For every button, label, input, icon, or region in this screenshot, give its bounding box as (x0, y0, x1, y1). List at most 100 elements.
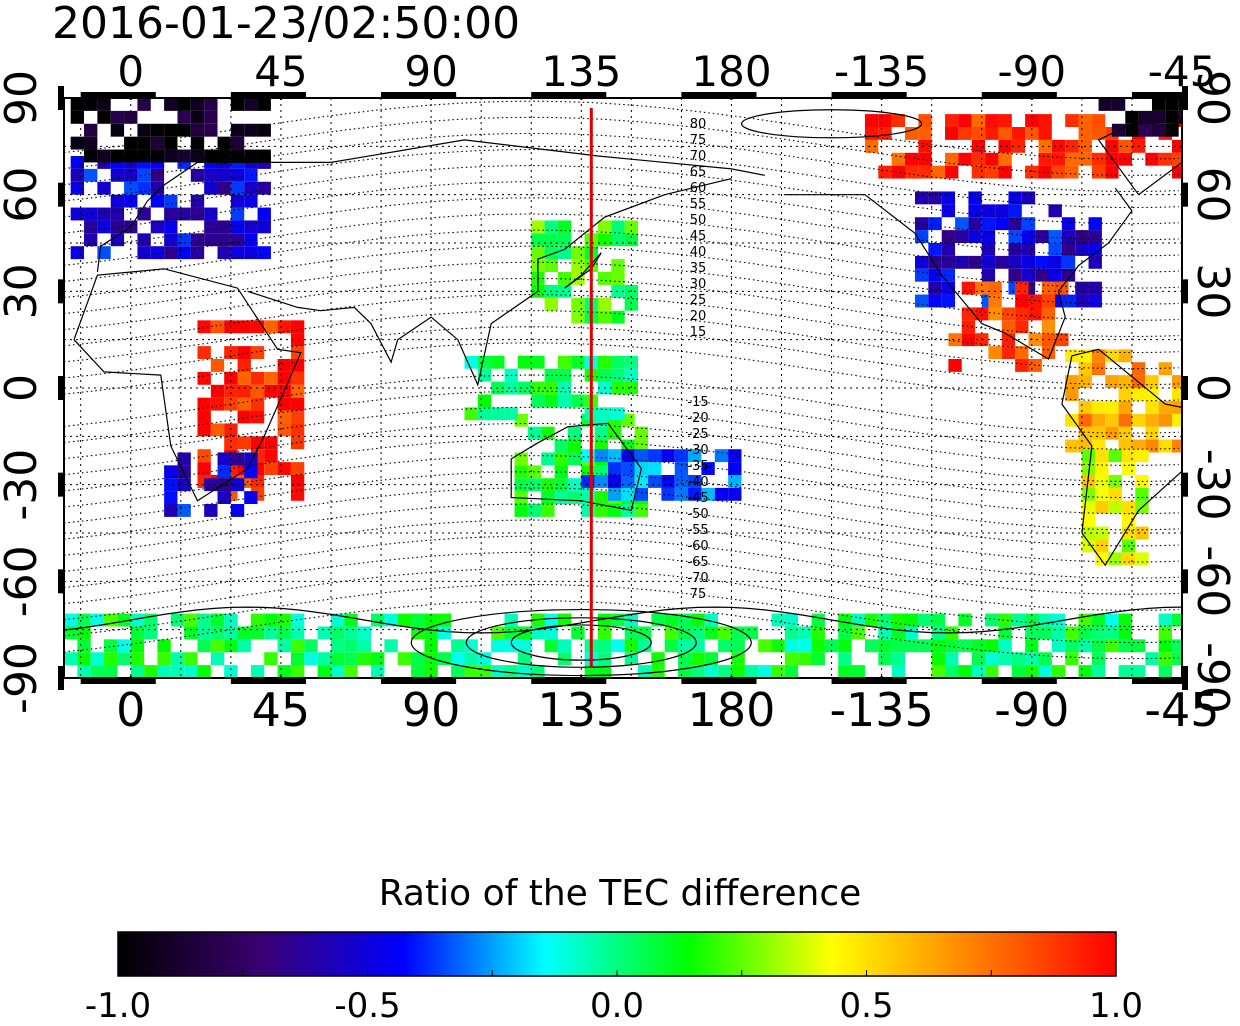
data-cell (1001, 346, 1016, 359)
data-cell (527, 426, 542, 440)
colorbar-tick-label: 1.0 (1088, 986, 1144, 1026)
data-cell (811, 613, 825, 627)
data-cell (985, 613, 999, 627)
data-cell (250, 384, 265, 398)
data-cell (237, 320, 251, 334)
data-cell (164, 491, 178, 504)
data-cell (915, 217, 929, 231)
data-cell (714, 487, 729, 501)
data-cell (597, 407, 612, 421)
data-cell (1108, 449, 1122, 463)
data-cell (317, 626, 331, 640)
data-cell (1051, 152, 1066, 166)
data-cell (237, 410, 251, 424)
data-cell (244, 98, 258, 111)
data-cell (210, 626, 225, 640)
data-cell (1171, 639, 1182, 653)
data-cell (290, 613, 305, 627)
data-cell (1015, 359, 1029, 372)
data-cell (728, 449, 742, 463)
data-cell (1051, 613, 1066, 627)
data-cell (491, 407, 505, 421)
data-cell (164, 123, 178, 137)
data-cell (277, 423, 291, 437)
contour-label: 70 (690, 149, 707, 164)
data-cell (798, 639, 812, 653)
data-cell (137, 168, 151, 182)
data-cell (230, 233, 245, 247)
data-cell (411, 665, 425, 678)
data-cell (1015, 294, 1029, 308)
data-cell (905, 613, 919, 627)
data-cell (1061, 230, 1076, 243)
data-cell (177, 207, 191, 221)
data-cell (70, 207, 85, 221)
data-cell (264, 652, 278, 666)
data-region-11 (64, 613, 1182, 678)
data-cell (544, 626, 558, 640)
data-cell (514, 452, 528, 466)
contour-label: 75 (690, 133, 707, 148)
y-tick-label-left: -30 (0, 449, 47, 521)
data-cell (277, 626, 291, 640)
data-cell (784, 652, 799, 666)
contour-label: -50 (687, 507, 708, 522)
data-cell (1138, 110, 1152, 124)
data-cell (170, 665, 185, 678)
data-cell (607, 449, 622, 463)
data-cell (1048, 243, 1062, 256)
data-cell (97, 220, 111, 234)
data-cell (1098, 98, 1112, 111)
data-cell (621, 462, 635, 475)
data-cell (1061, 217, 1076, 231)
data-cell (517, 652, 532, 666)
data-cell (945, 665, 959, 678)
data-cell (224, 436, 238, 450)
data-cell (290, 333, 305, 347)
data-cell (190, 110, 205, 124)
data-cell (230, 194, 245, 208)
data-cell (77, 626, 91, 640)
data-cell (230, 452, 245, 466)
data-cell (611, 220, 625, 234)
contour-labels: 8075706560555045403530252015-15-20-25-30… (687, 117, 708, 602)
data-cell (1118, 613, 1132, 627)
data-cell (624, 297, 639, 311)
data-cell (1025, 665, 1039, 678)
data-cell (1078, 152, 1092, 166)
y-tick-band-right (1182, 279, 1188, 304)
axis-band-top (80, 92, 156, 98)
data-cell (1135, 526, 1149, 540)
data-cell (1171, 413, 1182, 427)
data-cell (1051, 139, 1066, 153)
contour-label: 65 (690, 165, 707, 180)
data-cell (1078, 639, 1092, 653)
data-cell (985, 652, 999, 666)
data-cell (594, 491, 608, 504)
data-cell (728, 487, 742, 501)
data-cell (97, 110, 111, 124)
data-cell (117, 613, 131, 627)
data-cell (1118, 665, 1132, 678)
data-cell (1008, 217, 1022, 231)
data-cell (554, 491, 568, 504)
data-cell (945, 639, 959, 653)
data-cell (838, 613, 852, 627)
data-cell (1065, 652, 1079, 666)
data-cell (958, 127, 972, 140)
data-region-6 (531, 220, 639, 324)
data-cell (971, 139, 986, 153)
data-cell (557, 394, 572, 408)
data-cell (464, 407, 478, 421)
x-tick-label-bottom: -135 (829, 683, 933, 737)
data-cell (244, 181, 258, 195)
data-cell (1171, 613, 1182, 627)
data-cell (411, 652, 425, 666)
data-cell (784, 665, 799, 678)
data-cell (504, 407, 518, 421)
data-cell (197, 613, 211, 627)
data-cell (317, 652, 331, 666)
data-cell (157, 639, 171, 653)
data-cell (948, 359, 962, 372)
data-cell (1008, 255, 1022, 269)
